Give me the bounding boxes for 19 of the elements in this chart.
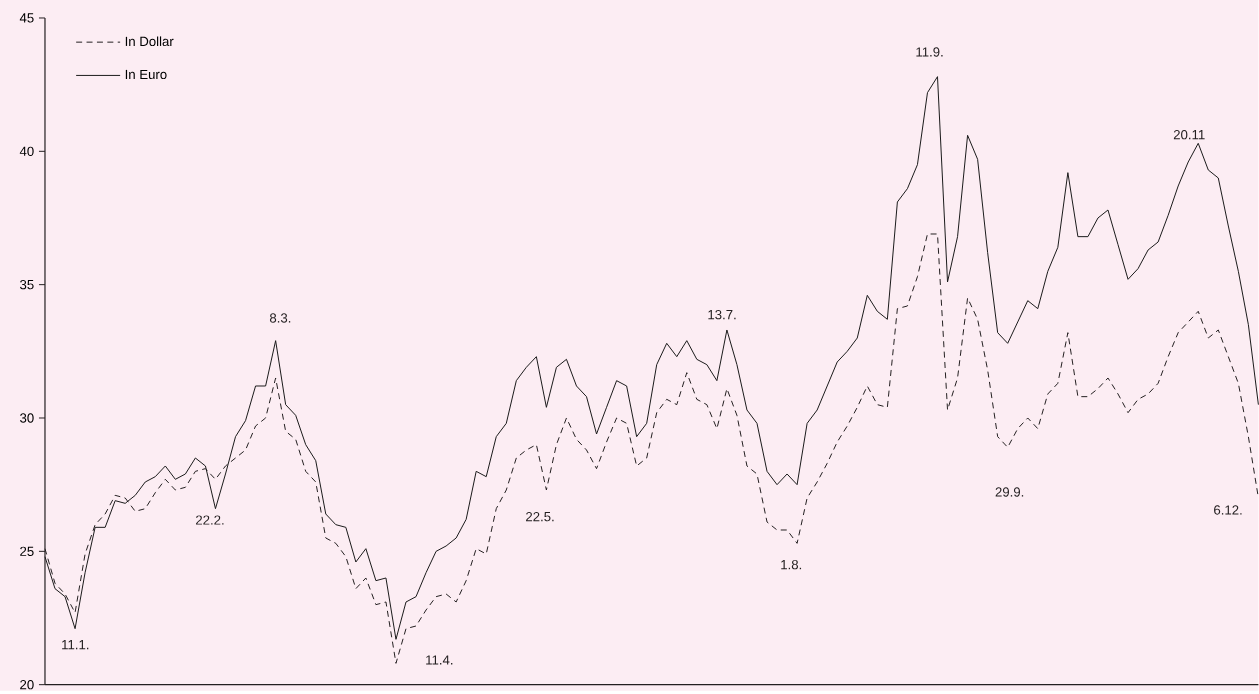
annotation: 20.11 [1173,130,1205,140]
annotation: 29.9. [995,487,1024,497]
annotation: 6.12. [1214,505,1242,515]
y-tick-label: 35 [20,280,34,290]
annotation: 22.5. [526,512,554,522]
legend-label: In Euro [125,70,167,80]
annotation: 8.3. [269,313,291,323]
y-tick-label: 30 [20,413,34,423]
annotation: 11.1. [62,640,89,650]
annotation: 11.9. [916,47,943,57]
legend-label: In Dollar [125,36,174,47]
y-tick-label: 45 [19,13,34,23]
y-tick-label: 20 [20,680,34,690]
y-tick-label: 40 [19,146,34,157]
y-tick-label: 25 [20,546,34,557]
annotation: 13.7. [708,310,736,320]
annotation: 1.8. [781,560,802,570]
annotation: 22.2. [196,515,224,525]
annotation: 11.4. [426,655,453,665]
